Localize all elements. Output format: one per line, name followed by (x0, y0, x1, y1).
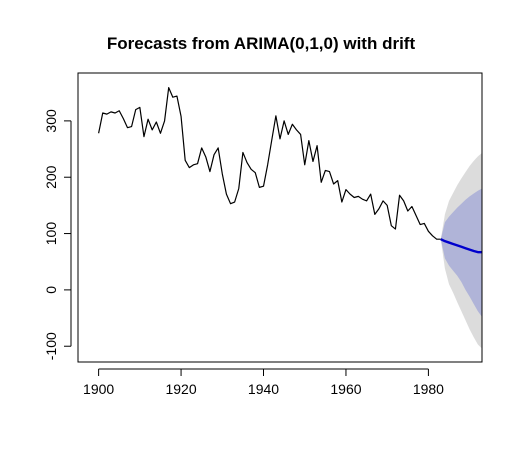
y-tick-label: 200 (43, 165, 59, 189)
series-layer (98, 87, 441, 240)
x-tick-label: 1960 (330, 381, 361, 397)
x-tick-label: 1980 (413, 381, 444, 397)
axis-layer: 1900 1920 1940 1960 1980 -100 0 100 200 300 (43, 109, 444, 397)
x-tick-label: 1940 (248, 381, 279, 397)
band-80-layer (440, 188, 482, 317)
observed-series-line (98, 87, 441, 240)
y-tick-label: 100 (43, 222, 59, 246)
y-tick-label: 300 (43, 109, 59, 133)
y-tick-label: 0 (43, 286, 59, 294)
y-tick-label: -100 (43, 332, 59, 360)
x-tick-label: 1920 (165, 381, 196, 397)
plot-frame (77, 72, 483, 363)
forecast-layer (440, 238, 482, 254)
chart-title: Forecasts from ARIMA(0,1,0) with drift (107, 34, 416, 53)
prediction-interval-80 (440, 188, 482, 317)
forecast-mean-line (440, 238, 482, 254)
x-tick-label: 1900 (83, 381, 114, 397)
